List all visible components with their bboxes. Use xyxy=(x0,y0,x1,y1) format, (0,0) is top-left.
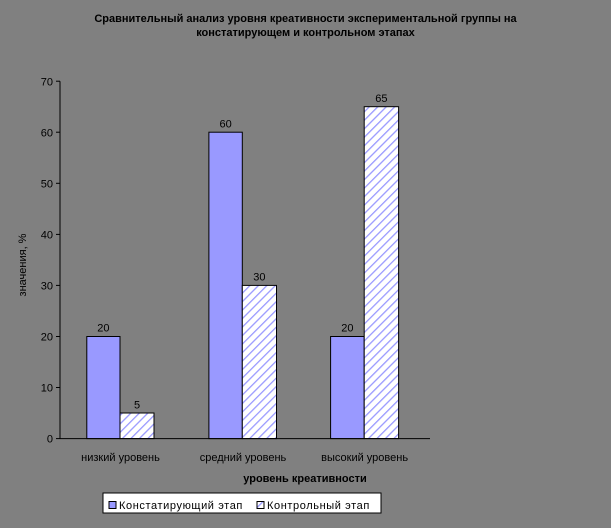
svg-text:значения, %: значения, % xyxy=(17,233,29,296)
svg-text:0: 0 xyxy=(47,434,53,446)
svg-text:60: 60 xyxy=(41,128,53,140)
svg-text:высокий уровень: высокий уровень xyxy=(321,452,408,464)
svg-text:30: 30 xyxy=(41,281,53,293)
svg-text:Констатирующий этап: Констатирующий этап xyxy=(119,500,243,512)
svg-text:низкий уровень: низкий уровень xyxy=(81,452,160,464)
svg-text:10: 10 xyxy=(41,383,53,395)
svg-text:средний уровень: средний уровень xyxy=(200,452,287,464)
svg-text:65: 65 xyxy=(375,93,387,105)
svg-text:40: 40 xyxy=(41,230,53,242)
svg-text:50: 50 xyxy=(41,179,53,191)
svg-text:Контрольный этап: Контрольный этап xyxy=(267,500,370,512)
svg-text:30: 30 xyxy=(253,272,265,284)
svg-text:60: 60 xyxy=(219,119,231,131)
svg-text:20: 20 xyxy=(41,332,53,344)
svg-text:5: 5 xyxy=(134,400,140,412)
svg-text:уровень креативности: уровень креативности xyxy=(243,473,366,485)
svg-text:20: 20 xyxy=(97,323,109,335)
svg-text:20: 20 xyxy=(341,323,353,335)
svg-text:70: 70 xyxy=(41,77,53,89)
